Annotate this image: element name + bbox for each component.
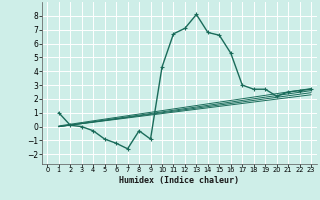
X-axis label: Humidex (Indice chaleur): Humidex (Indice chaleur) xyxy=(119,176,239,185)
